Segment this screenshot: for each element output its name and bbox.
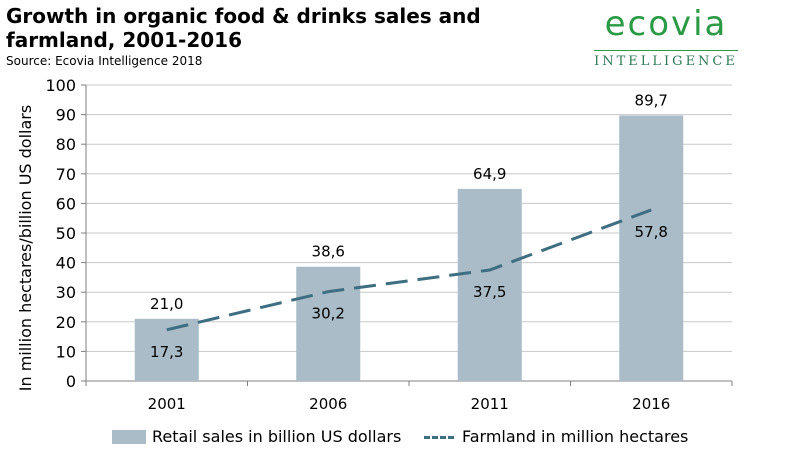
legend-label-retail-sales: Retail sales in billion US dollars: [152, 427, 402, 446]
legend-item-farmland: Farmland in million hectares: [424, 426, 688, 448]
bar-retail-sales-2006: [296, 266, 361, 381]
bar-retail-sales-2016: [619, 115, 684, 381]
x-tick-label: 2001: [148, 395, 186, 413]
y-tick-label: 50: [56, 224, 76, 243]
bar-value-label: 38,6: [312, 243, 345, 261]
chart-source: Source: Ecovia Intelligence 2018: [6, 54, 203, 68]
y-tick-label: 40: [56, 254, 76, 273]
legend-label-farmland: Farmland in million hectares: [462, 427, 689, 446]
bar-retail-sales-2011: [457, 188, 522, 381]
chart-legend: Retail sales in billion US dollars Farml…: [112, 426, 752, 448]
y-tick-label: 100: [45, 76, 76, 95]
x-tick-label: 2006: [309, 395, 347, 413]
line-value-label: 17,3: [150, 343, 183, 361]
bar-value-label: 89,7: [635, 91, 668, 109]
chart-title: Growth in organic food & drinks sales an…: [6, 4, 481, 52]
logo-divider: [594, 50, 738, 51]
legend-swatch-bar: [112, 430, 146, 444]
legend-swatch-line: [424, 435, 454, 439]
line-value-label: 30,2: [312, 305, 345, 323]
bar-value-label: 21,0: [150, 295, 183, 313]
bar-value-label: 64,9: [473, 165, 506, 183]
y-tick-label: 0: [66, 372, 76, 391]
x-tick-label: 2016: [632, 395, 670, 413]
legend-item-retail-sales: Retail sales in billion US dollars: [112, 426, 401, 448]
y-tick-label: 20: [56, 313, 76, 332]
line-value-label: 37,5: [473, 283, 506, 301]
y-tick-label: 30: [56, 283, 76, 302]
y-tick-label: 70: [56, 165, 76, 184]
y-tick-label: 80: [56, 135, 76, 154]
line-farmland: [166, 208, 652, 332]
y-tick-label: 90: [56, 106, 76, 125]
logo-subtitle: INTELLIGENCE: [594, 54, 738, 69]
y-tick-label: 10: [56, 342, 76, 361]
line-value-label: 57,8: [635, 223, 668, 241]
ecovia-logo: ecovia INTELLIGENCE: [590, 4, 742, 72]
x-tick-label: 2011: [471, 395, 509, 413]
y-tick-label: 60: [56, 194, 76, 213]
logo-wordmark: ecovia: [604, 4, 728, 44]
